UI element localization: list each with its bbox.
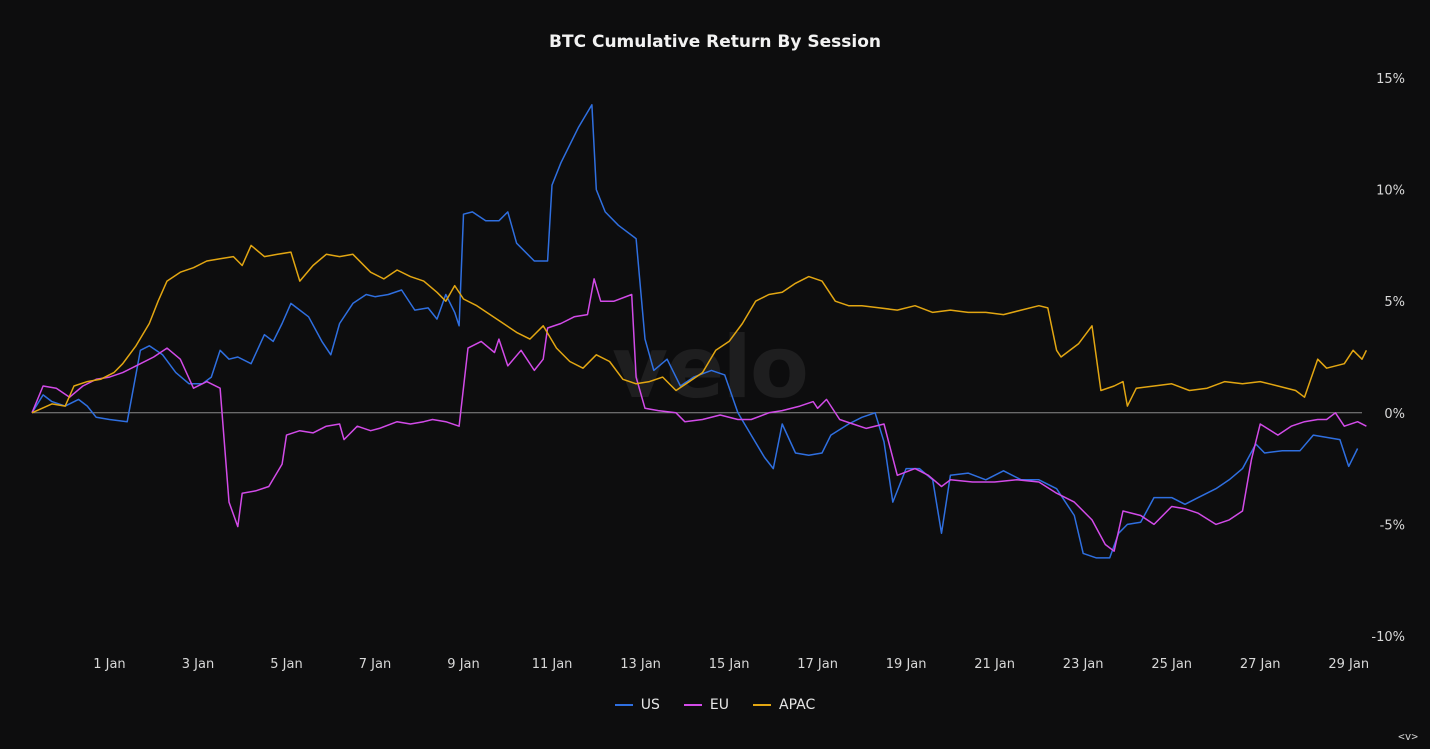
y-tick-label: 10% (1376, 184, 1405, 199)
legend-swatch (683, 704, 702, 706)
x-tick-label: 29 Jan (1328, 657, 1369, 672)
x-tick-label: 3 Jan (182, 657, 214, 672)
legend-label: APAC (779, 697, 816, 713)
x-tick-label: 27 Jan (1240, 657, 1281, 672)
x-tick-label: 9 Jan (447, 657, 479, 672)
y-tick-label: -5% (1380, 518, 1405, 533)
x-tick-label: 13 Jan (620, 657, 661, 672)
legend-label: EU (709, 697, 729, 713)
legend-item-eu[interactable]: EU (683, 697, 729, 713)
legend-label: US (640, 697, 660, 713)
x-tick-label: 25 Jan (1151, 657, 1192, 672)
x-tick-label: 1 Jan (93, 657, 125, 672)
x-tick-label: 5 Jan (270, 657, 302, 672)
x-tick-label: 11 Jan (532, 657, 573, 672)
x-tick-label: 17 Jan (797, 657, 838, 672)
x-tick-label: 21 Jan (974, 657, 1015, 672)
x-tick-label: 15 Jan (709, 657, 750, 672)
y-tick-label: 0% (1384, 407, 1405, 422)
x-tick-label: 19 Jan (886, 657, 927, 672)
series-line-eu[interactable] (31, 278, 1367, 552)
series-line-us[interactable] (31, 104, 1359, 559)
legend-item-us[interactable]: US (614, 697, 660, 713)
y-tick-label: -10% (1371, 630, 1405, 645)
legend-swatch (753, 704, 771, 706)
nav-toggle-button[interactable]: <v> (1398, 730, 1418, 743)
y-tick-label: 5% (1384, 295, 1405, 310)
chart-title: BTC Cumulative Return By Session (549, 32, 881, 52)
x-tick-label: 23 Jan (1063, 657, 1104, 672)
legend-item-apac[interactable]: APAC (753, 697, 815, 713)
x-tick-label: 7 Jan (359, 657, 391, 672)
chart-legend: US EU APAC (0, 697, 1430, 713)
legend-swatch (614, 704, 633, 706)
y-tick-label: 15% (1376, 72, 1405, 87)
series-line-apac[interactable] (31, 244, 1368, 414)
